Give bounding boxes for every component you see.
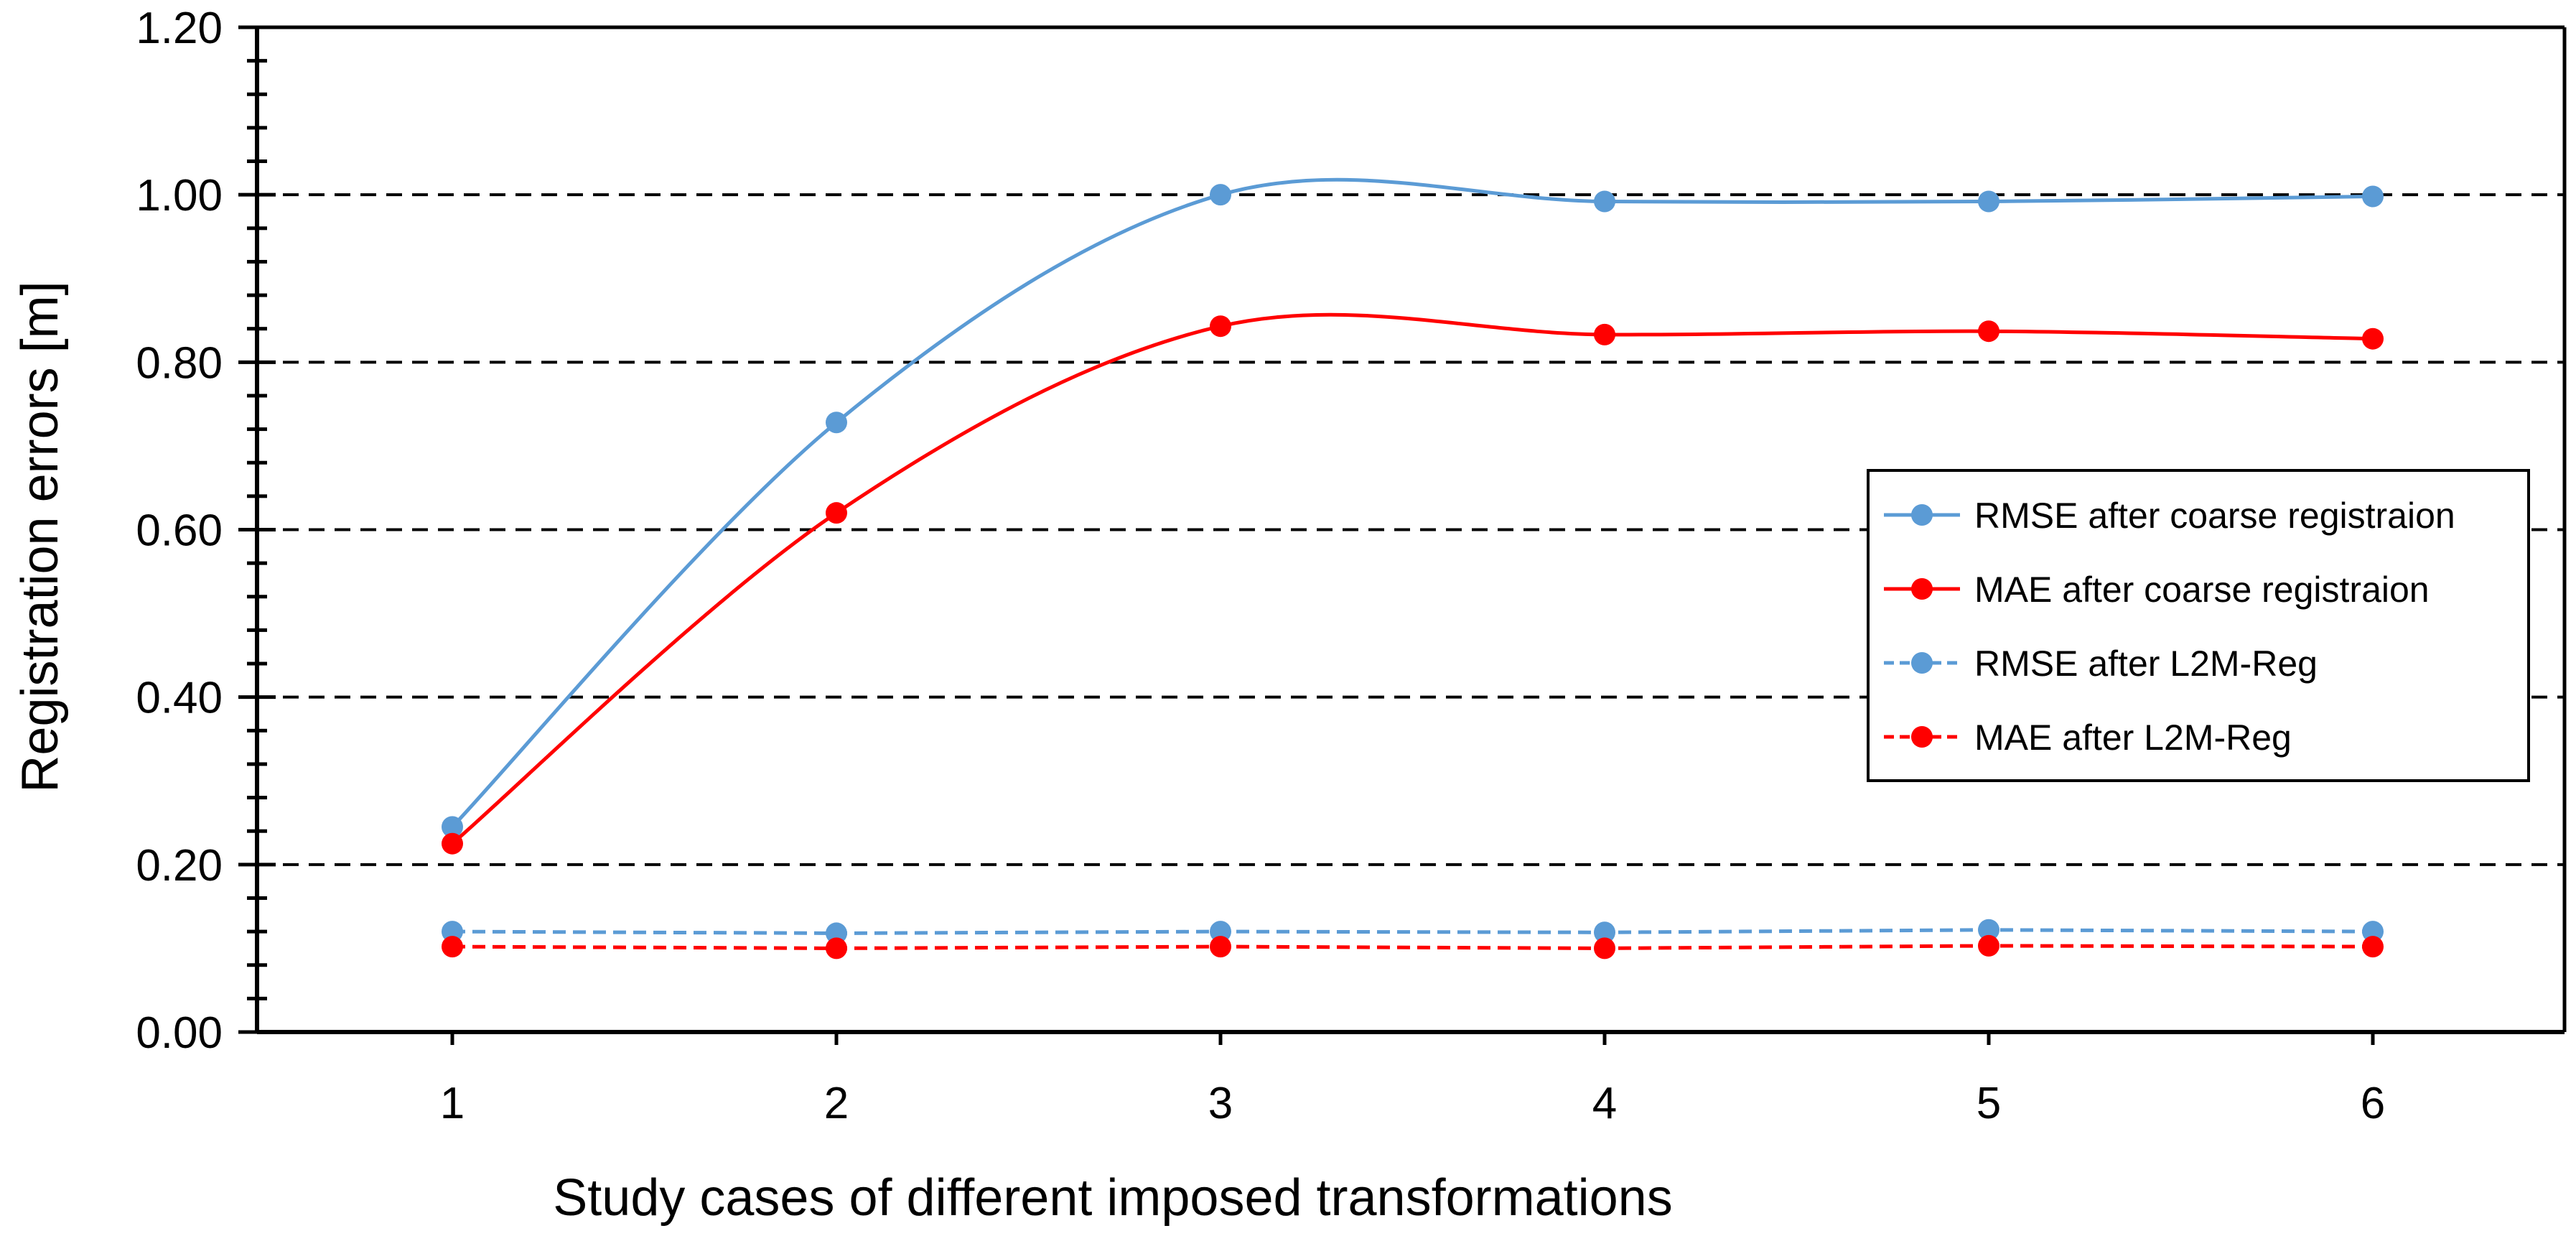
- legend: RMSE after coarse registraion MAE after c…: [1867, 469, 2530, 782]
- legend-marker: [1911, 504, 1933, 526]
- data-point: [1210, 921, 1231, 943]
- data-point: [826, 502, 847, 524]
- data-point: [1978, 320, 1999, 343]
- data-point: [442, 832, 463, 855]
- data-point: [1210, 315, 1231, 338]
- legend-marker: [1911, 726, 1933, 748]
- x-axis-title: Study cases of different imposed transfo…: [553, 1169, 1672, 1227]
- series: [442, 177, 2384, 959]
- x-tick-label: 6: [2361, 1079, 2385, 1128]
- y-tick-label: 0.40: [136, 674, 223, 723]
- legend-box: [1867, 469, 2530, 782]
- tick-labels: 0.00 0.20 0.40 0.60 0.80 1.00 1.20 1 2 3 4 5 6: [136, 4, 2385, 1128]
- data-point: [1210, 936, 1231, 958]
- data-point: [826, 937, 847, 959]
- data-point: [2362, 921, 2384, 943]
- data-point: [1594, 937, 1615, 959]
- data-point: [1594, 921, 1615, 944]
- y-tick-label: 0.20: [136, 841, 223, 891]
- axes: [238, 25, 2567, 1045]
- data-point: [442, 921, 463, 943]
- legend-label: RMSE after L2M-Reg: [1974, 643, 2318, 684]
- y-tick-label: 1.00: [136, 171, 223, 220]
- legend-label: MAE after coarse registraion: [1974, 570, 2430, 610]
- data-point: [1594, 323, 1615, 345]
- legend-label: MAE after L2M-Reg: [1974, 717, 2292, 758]
- x-tick-label: 4: [1592, 1079, 1617, 1128]
- data-point: [2362, 936, 2384, 958]
- series-line: [451, 177, 2374, 829]
- y-tick-label: 0.00: [136, 1008, 223, 1058]
- x-tick-label: 5: [1977, 1079, 2001, 1128]
- legend-label: RMSE after coarse registraion: [1974, 496, 2455, 536]
- data-point: [442, 936, 463, 958]
- data-point: [1594, 190, 1615, 213]
- x-tick-label: 1: [440, 1079, 465, 1128]
- data-point: [442, 816, 463, 838]
- y-tick-label: 1.20: [136, 4, 223, 53]
- y-tick-label: 0.60: [136, 506, 223, 556]
- legend-marker: [1911, 652, 1933, 674]
- y-tick-label: 0.80: [136, 338, 223, 388]
- data-point: [826, 922, 847, 944]
- data-point: [1978, 190, 1999, 213]
- series-line: [452, 928, 2374, 935]
- legend-marker: [1911, 578, 1933, 600]
- x-tick-label: 2: [824, 1079, 849, 1128]
- data-point: [1978, 934, 1999, 957]
- data-point: [1210, 184, 1231, 206]
- y-axis-title: Registration errors [m]: [11, 281, 69, 792]
- data-point: [2362, 185, 2384, 208]
- series-line: [451, 312, 2374, 845]
- data-point: [2362, 327, 2384, 350]
- data-point: [826, 412, 847, 434]
- series-line: [452, 944, 2374, 950]
- data-point: [1978, 919, 1999, 941]
- x-tick-label: 3: [1208, 1079, 1233, 1128]
